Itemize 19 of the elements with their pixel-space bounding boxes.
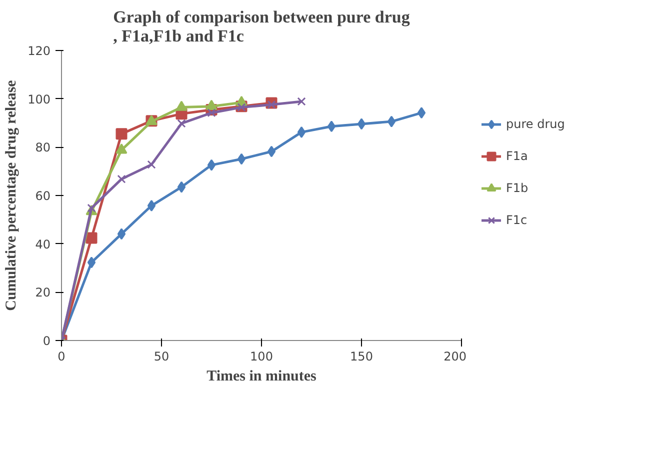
y-axis-title: Cumulative percentage drug release — [4, 80, 20, 311]
y-tick-label: 80 — [35, 140, 51, 155]
legend-label: F1b — [506, 180, 528, 194]
x-tick-label: 100 — [250, 350, 273, 364]
legend-label: pure drug — [506, 116, 565, 130]
y-tick-label: 60 — [35, 189, 51, 203]
y-tick-label: 20 — [35, 286, 51, 300]
x-tick-label: 0 — [58, 350, 66, 364]
x-tick-label: 200 — [444, 350, 466, 364]
legend-label: F1c — [506, 212, 528, 226]
x-tick-label: 150 — [350, 350, 373, 364]
y-tick-label: 0 — [42, 334, 51, 348]
legend-label: F1a — [506, 148, 528, 162]
chart-title: Graph of comparison between pure drug , F1a,F1b and F1c — [113, 8, 410, 46]
x-tick-label: 50 — [154, 350, 170, 364]
y-tick-label: 100 — [28, 92, 50, 106]
y-tick-label: 120 — [28, 44, 50, 58]
x-axis-title: Times in minutes — [206, 368, 317, 384]
y-tick-label: 40 — [35, 237, 51, 252]
